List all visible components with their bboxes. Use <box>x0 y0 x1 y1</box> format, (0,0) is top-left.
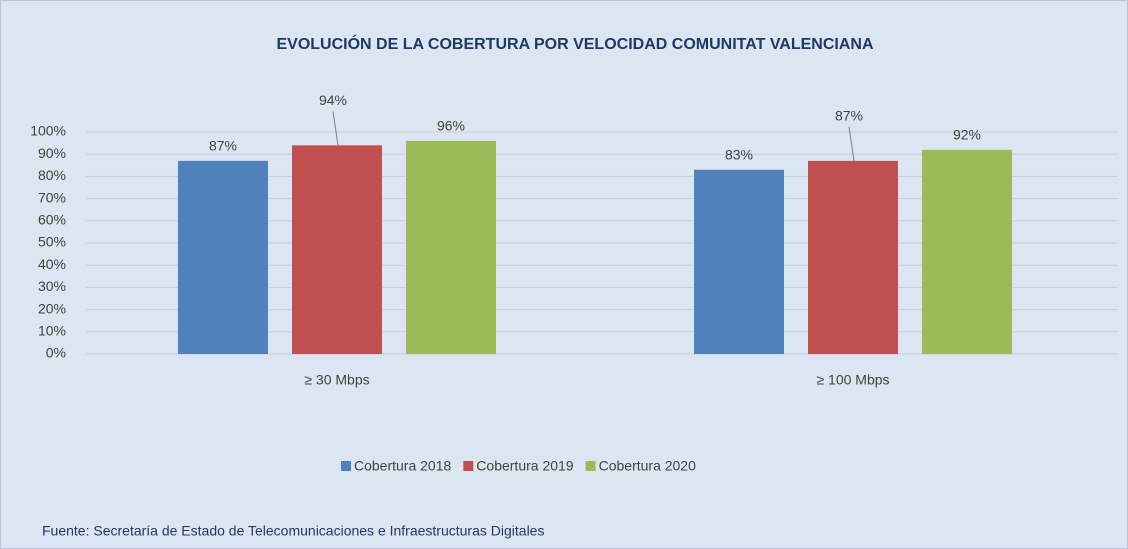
legend-swatch <box>463 461 474 471</box>
y-tick-label: 90% <box>38 145 66 161</box>
y-tick-label: 0% <box>46 345 66 361</box>
source-note: Fuente: Secretaría de Estado de Telecomu… <box>42 523 544 539</box>
legend-swatch <box>341 461 351 471</box>
bar <box>922 149 1012 354</box>
data-label: 94% <box>319 92 347 108</box>
y-tick-label: 20% <box>38 300 66 316</box>
y-tick-label: 80% <box>38 167 66 183</box>
bar <box>406 140 496 354</box>
bar <box>694 169 784 354</box>
bar <box>292 145 382 354</box>
legend-label: Cobertura 2020 <box>599 458 697 474</box>
legend-label: Cobertura 2019 <box>476 458 574 474</box>
legend-label: Cobertura 2018 <box>354 458 452 474</box>
y-tick-label: 100% <box>30 123 66 139</box>
leader-line <box>332 111 339 146</box>
y-tick-label: 30% <box>38 278 66 294</box>
bar <box>808 160 898 354</box>
data-label: 83% <box>725 146 753 162</box>
x-tick-label: ≥ 30 Mbps <box>304 372 369 388</box>
bar <box>178 160 268 354</box>
y-tick-label: 50% <box>38 234 66 250</box>
data-label: 87% <box>209 138 237 154</box>
chart-title: EVOLUCIÓN DE LA COBERTURA POR VELOCIDAD … <box>276 34 873 53</box>
data-label: 92% <box>953 126 981 142</box>
legend-swatch <box>585 461 596 471</box>
leader-line <box>848 126 855 161</box>
y-tick-label: 10% <box>38 323 66 339</box>
y-tick-label: 70% <box>38 189 66 205</box>
y-tick-label: 60% <box>38 212 66 228</box>
data-label: 87% <box>835 108 863 124</box>
data-label: 96% <box>437 118 465 134</box>
x-tick-label: ≥ 100 Mbps <box>816 372 889 388</box>
y-tick-label: 40% <box>38 256 66 272</box>
